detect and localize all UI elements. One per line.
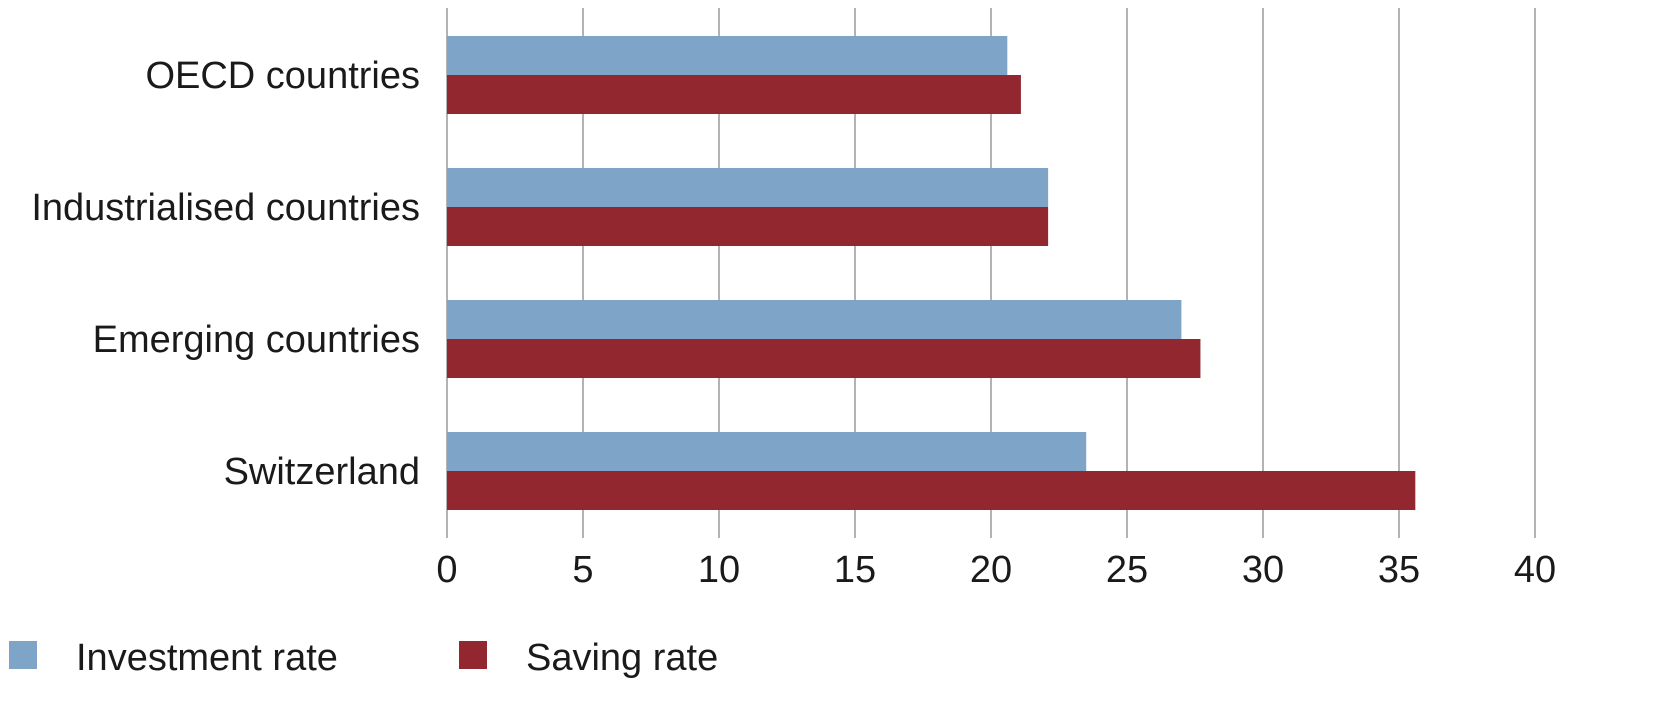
x-tick-label: 40 [1514,549,1556,591]
legend-swatch [459,641,487,669]
investment-rate-bar [447,300,1182,339]
investment-rate-bar [447,168,1049,207]
category-label: Switzerland [224,451,420,493]
legend: Investment rate Saving rate [9,637,718,679]
x-tick-label: 15 [834,549,876,591]
investment-rate-bar [447,432,1087,471]
category-label: Industrialised countries [31,187,420,229]
x-axis: 0 5 10 15 20 25 30 35 40 [436,549,1556,591]
saving-rate-bar [447,75,1021,114]
category-label: OECD countries [145,55,420,97]
x-tick-label: 10 [698,549,740,591]
x-tick-label: 5 [572,549,593,591]
legend-swatch [9,641,37,669]
saving-rate-bar [447,471,1416,510]
category-label: Emerging countries [93,319,420,361]
saving-rate-bar [447,207,1049,246]
x-tick-label: 25 [1106,549,1148,591]
x-tick-label: 35 [1378,549,1420,591]
x-tick-label: 0 [436,549,457,591]
x-tick-label: 30 [1242,549,1284,591]
category-labels: OECD countries Industrialised countries Em… [31,55,420,493]
bars [447,36,1416,510]
legend-label: Saving rate [526,637,718,679]
legend-label: Investment rate [76,637,338,679]
x-tick-label: 20 [970,549,1012,591]
saving-rate-bar [447,339,1201,378]
investment-rate-bar [447,36,1008,75]
